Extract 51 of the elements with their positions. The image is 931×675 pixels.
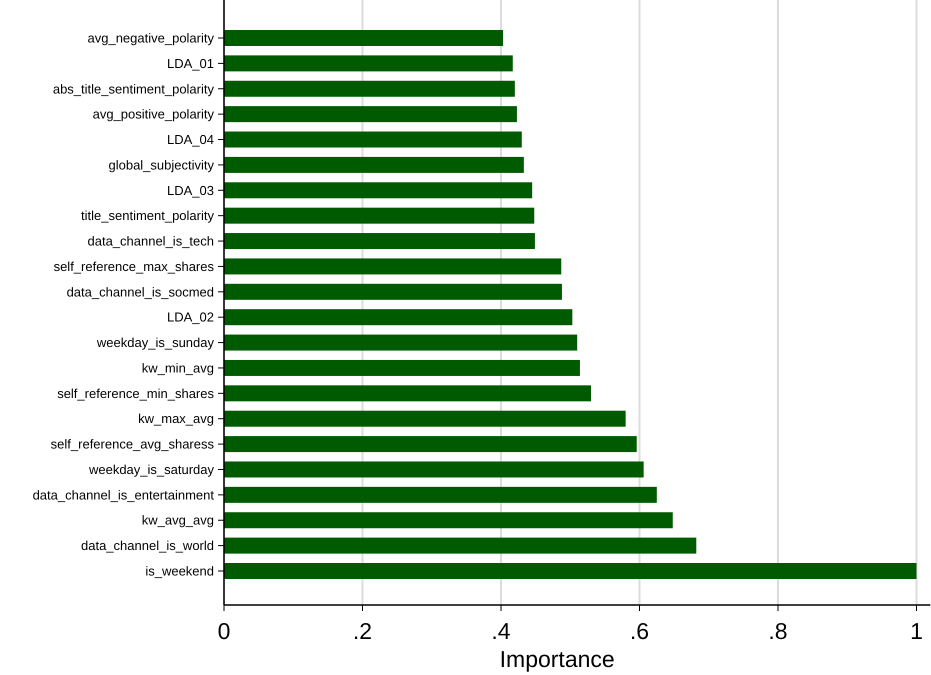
y-tick-label: LDA_02 bbox=[167, 310, 214, 325]
y-tick-label: LDA_01 bbox=[167, 56, 214, 71]
bar bbox=[224, 156, 524, 173]
y-tick-label: data_channel_is_socmed bbox=[66, 284, 214, 300]
bar bbox=[224, 436, 637, 452]
bar bbox=[224, 182, 532, 198]
bar bbox=[224, 284, 562, 300]
bar bbox=[224, 486, 657, 503]
bar bbox=[224, 233, 535, 250]
y-tick-label: kw_min_avg bbox=[142, 360, 214, 376]
x-axis-title: Importance bbox=[500, 646, 615, 672]
bar bbox=[224, 512, 673, 528]
bar bbox=[224, 106, 517, 122]
y-tick-label: data_channel_is_entertainment bbox=[32, 487, 214, 502]
y-tick-label: data_channel_is_tech bbox=[88, 234, 214, 249]
y-tick-label: kw_avg_avg bbox=[142, 512, 214, 528]
y-tick-label: data_channel_is_world bbox=[81, 538, 214, 554]
bar bbox=[224, 132, 522, 148]
bar bbox=[224, 55, 513, 72]
bar bbox=[224, 461, 644, 478]
y-tick-label: weekday_is_sunday bbox=[96, 335, 214, 350]
bar bbox=[224, 360, 580, 376]
bar bbox=[224, 538, 696, 554]
bar bbox=[224, 410, 626, 427]
y-tick-label: kw_max_avg bbox=[138, 411, 214, 426]
y-tick-label: self_reference_avg_sharess bbox=[50, 436, 214, 452]
y-tick-label: weekday_is_saturday bbox=[88, 462, 214, 477]
x-tick-label: 1 bbox=[910, 618, 923, 644]
x-tick-label: .4 bbox=[491, 618, 511, 644]
y-tick-label: is_weekend bbox=[145, 564, 214, 578]
x-tick-label: .6 bbox=[630, 618, 650, 644]
bar bbox=[224, 80, 515, 97]
y-tick-label: avg_negative_polarity bbox=[88, 30, 214, 46]
y-tick-label: LDA_03 bbox=[167, 182, 214, 198]
y-tick-label: LDA_04 bbox=[167, 132, 214, 148]
bar bbox=[224, 208, 534, 224]
y-tick-label: global_subjectivity bbox=[108, 157, 214, 172]
y-tick-label: self_reference_max_shares bbox=[54, 258, 214, 274]
bar bbox=[224, 334, 578, 351]
y-tick-label: self_reference_min_shares bbox=[57, 386, 214, 401]
x-tick-label: .8 bbox=[768, 618, 788, 644]
y-tick-label: title_sentiment_polarity bbox=[81, 208, 214, 224]
bar bbox=[224, 309, 572, 326]
bar bbox=[224, 258, 562, 274]
y-tick-label: abs_title_sentiment_polarity bbox=[52, 81, 214, 96]
x-tick-label: 0 bbox=[218, 618, 230, 644]
bar bbox=[224, 563, 916, 579]
x-tick-label: .2 bbox=[352, 618, 372, 644]
bar bbox=[224, 385, 592, 402]
y-tick-label: avg_positive_polarity bbox=[92, 106, 214, 122]
bar bbox=[224, 30, 504, 46]
